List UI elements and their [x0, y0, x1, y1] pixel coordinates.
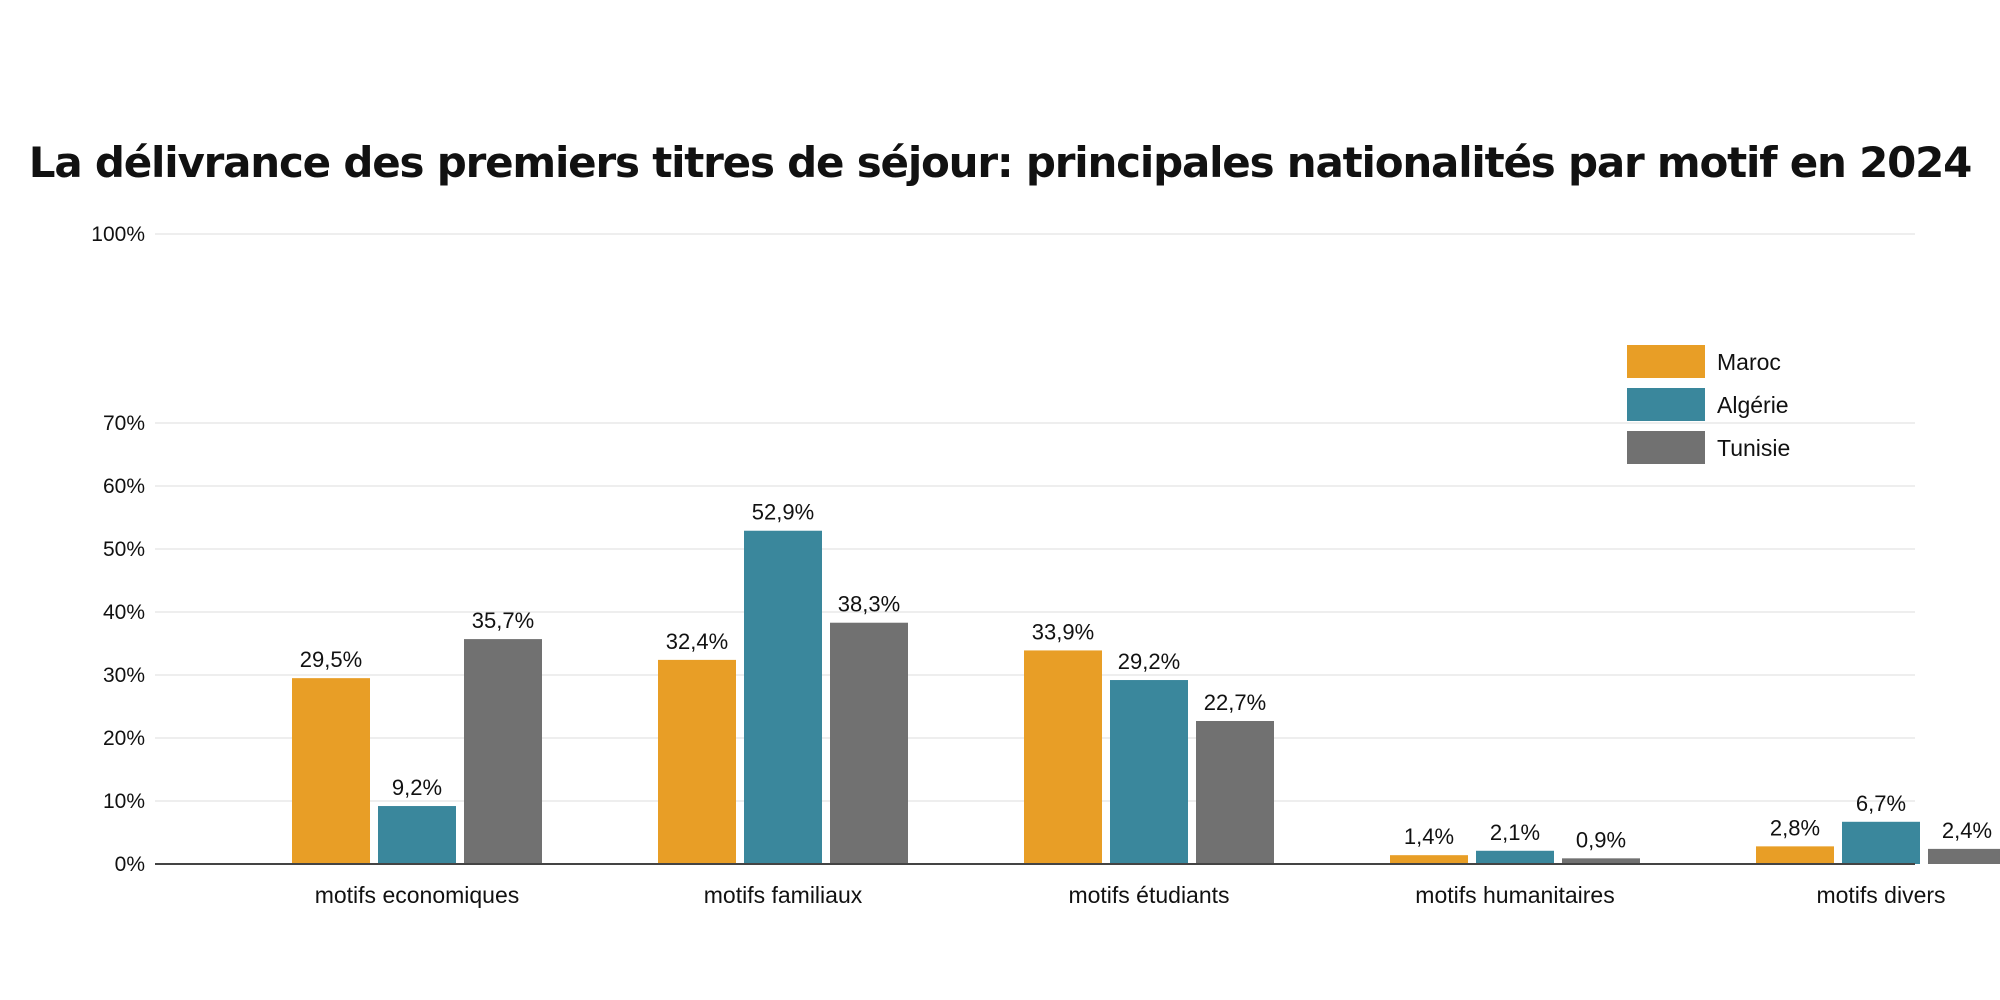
- y-tick-label: 0%: [115, 853, 145, 876]
- y-tick-label: 100%: [91, 223, 145, 246]
- data-label: 35,7%: [472, 608, 534, 633]
- y-tick-label: 30%: [103, 664, 145, 687]
- bar: [658, 659, 736, 864]
- y-tick-label: 70%: [103, 412, 145, 435]
- y-tick-label: 20%: [103, 727, 145, 750]
- legend-swatch: [1627, 388, 1705, 421]
- data-label: 22,7%: [1204, 690, 1266, 715]
- legend-label: Tunisie: [1717, 435, 1790, 461]
- x-tick-label: motifs divers: [1816, 882, 1945, 908]
- data-label: 29,5%: [300, 647, 362, 672]
- bar: [292, 678, 370, 864]
- y-tick-label: 60%: [103, 475, 145, 498]
- bar: [1110, 680, 1188, 864]
- x-tick-label: motifs familiaux: [704, 882, 863, 908]
- data-label: 2,1%: [1490, 820, 1540, 845]
- bar: [1476, 850, 1554, 864]
- data-label: 2,8%: [1770, 815, 1820, 840]
- bar: [830, 622, 908, 864]
- bar: [1562, 858, 1640, 864]
- data-label: 1,4%: [1404, 824, 1454, 849]
- legend-label: Algérie: [1717, 392, 1789, 418]
- x-tick-label: motifs economiques: [315, 882, 520, 908]
- bar: [1842, 821, 1920, 864]
- bar: [1196, 720, 1274, 864]
- chart-title: La délivrance des premiers titres de séj…: [28, 138, 1973, 187]
- bar: [744, 530, 822, 864]
- legend-swatch: [1627, 431, 1705, 464]
- data-label: 52,9%: [752, 500, 814, 525]
- axes: 0% 10% 20% 30% 40% 50% 60% 70% 100% motifs econom…: [91, 223, 1945, 908]
- y-tick-label: 40%: [103, 601, 145, 624]
- bar: [1928, 848, 2000, 864]
- legend: Maroc Algérie Tunisie: [1627, 345, 1790, 464]
- bar: [1756, 846, 1834, 864]
- data-label: 38,3%: [838, 592, 900, 617]
- data-label: 6,7%: [1856, 791, 1906, 816]
- bar: [378, 806, 456, 864]
- data-label: 32,4%: [666, 629, 728, 654]
- x-tick-label: motifs étudiants: [1068, 882, 1229, 908]
- x-tick-label: motifs humanitaires: [1415, 882, 1614, 908]
- y-tick-label: 50%: [103, 538, 145, 561]
- data-label: 9,2%: [392, 775, 442, 800]
- bar: [1024, 650, 1102, 864]
- bar: [1390, 855, 1468, 864]
- data-label: 29,2%: [1118, 649, 1180, 674]
- data-labels: 29,5% 9,2% 35,7% 32,4% 52,9% 38,3% 33,9% 29,2% 2…: [300, 500, 1992, 853]
- bar: [464, 639, 542, 864]
- y-tick-label: 10%: [103, 790, 145, 813]
- data-label: 33,9%: [1032, 619, 1094, 644]
- data-label: 2,4%: [1942, 818, 1992, 843]
- bars: [292, 530, 2000, 864]
- legend-swatch: [1627, 345, 1705, 378]
- legend-label: Maroc: [1717, 349, 1781, 375]
- data-label: 0,9%: [1576, 827, 1626, 852]
